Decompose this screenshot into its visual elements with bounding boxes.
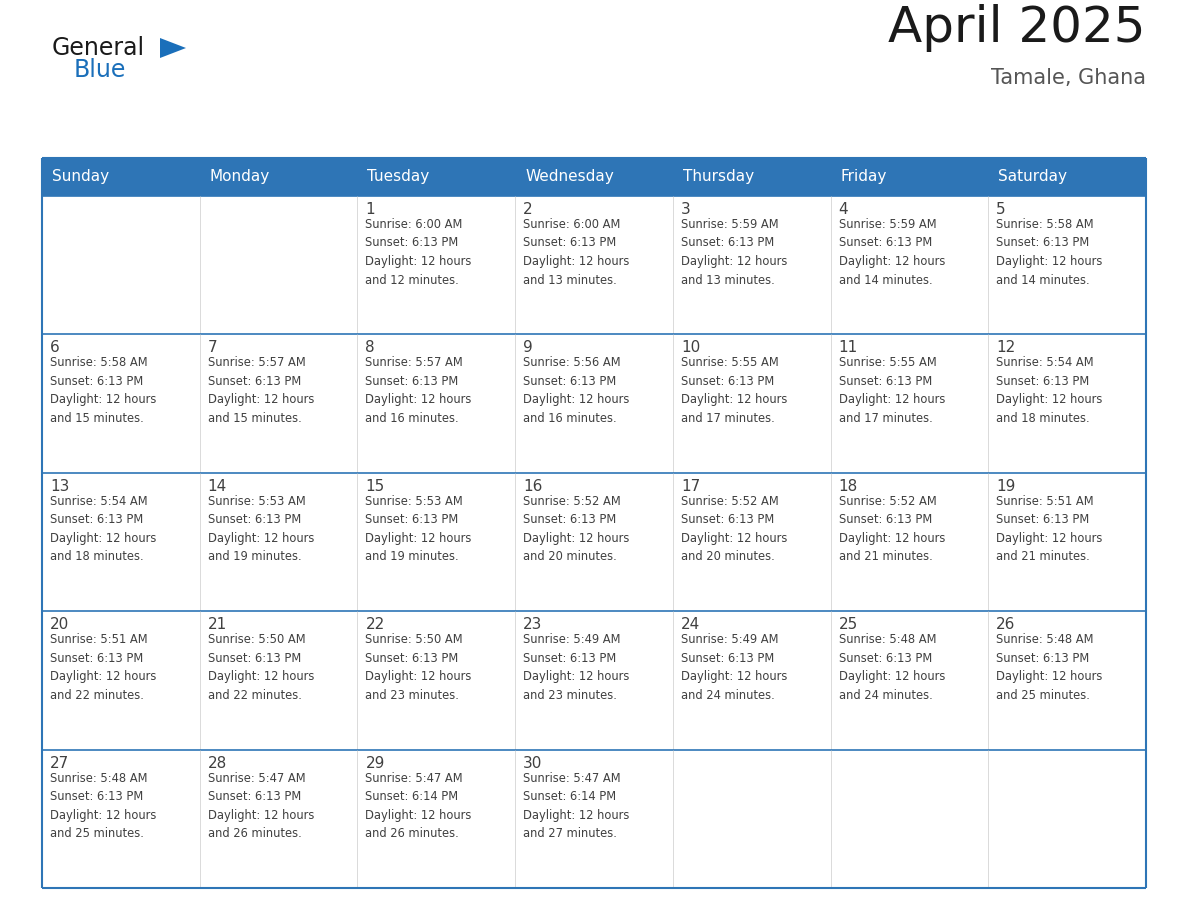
- Text: Tamale, Ghana: Tamale, Ghana: [991, 68, 1146, 88]
- Text: April 2025: April 2025: [889, 4, 1146, 52]
- Text: 25: 25: [839, 617, 858, 633]
- Text: 19: 19: [997, 479, 1016, 494]
- Text: Sunrise: 5:58 AM
Sunset: 6:13 PM
Daylight: 12 hours
and 15 minutes.: Sunrise: 5:58 AM Sunset: 6:13 PM Dayligh…: [50, 356, 157, 425]
- Text: 21: 21: [208, 617, 227, 633]
- Bar: [42, 473, 1146, 611]
- Text: 22: 22: [366, 617, 385, 633]
- Text: Sunrise: 5:48 AM
Sunset: 6:13 PM
Daylight: 12 hours
and 25 minutes.: Sunrise: 5:48 AM Sunset: 6:13 PM Dayligh…: [50, 772, 157, 840]
- Text: 23: 23: [523, 617, 543, 633]
- Text: 27: 27: [50, 756, 69, 770]
- Text: 14: 14: [208, 479, 227, 494]
- Text: 4: 4: [839, 202, 848, 217]
- Text: Sunrise: 5:53 AM
Sunset: 6:13 PM
Daylight: 12 hours
and 19 minutes.: Sunrise: 5:53 AM Sunset: 6:13 PM Dayligh…: [208, 495, 314, 564]
- Text: Sunrise: 6:00 AM
Sunset: 6:13 PM
Daylight: 12 hours
and 13 minutes.: Sunrise: 6:00 AM Sunset: 6:13 PM Dayligh…: [523, 218, 630, 286]
- Text: Sunrise: 5:50 AM
Sunset: 6:13 PM
Daylight: 12 hours
and 22 minutes.: Sunrise: 5:50 AM Sunset: 6:13 PM Dayligh…: [208, 633, 314, 701]
- Text: Sunrise: 5:48 AM
Sunset: 6:13 PM
Daylight: 12 hours
and 24 minutes.: Sunrise: 5:48 AM Sunset: 6:13 PM Dayligh…: [839, 633, 944, 701]
- Text: Sunrise: 5:49 AM
Sunset: 6:13 PM
Daylight: 12 hours
and 24 minutes.: Sunrise: 5:49 AM Sunset: 6:13 PM Dayligh…: [681, 633, 788, 701]
- Bar: [42, 334, 1146, 473]
- Text: 1: 1: [366, 202, 375, 217]
- Text: 7: 7: [208, 341, 217, 355]
- Text: 11: 11: [839, 341, 858, 355]
- Text: Sunrise: 5:57 AM
Sunset: 6:13 PM
Daylight: 12 hours
and 15 minutes.: Sunrise: 5:57 AM Sunset: 6:13 PM Dayligh…: [208, 356, 314, 425]
- Text: 8: 8: [366, 341, 375, 355]
- Polygon shape: [160, 38, 187, 58]
- Text: Saturday: Saturday: [998, 170, 1067, 185]
- Text: 6: 6: [50, 341, 59, 355]
- Text: Friday: Friday: [841, 170, 887, 185]
- Text: 20: 20: [50, 617, 69, 633]
- Text: 10: 10: [681, 341, 700, 355]
- Text: Sunrise: 5:59 AM
Sunset: 6:13 PM
Daylight: 12 hours
and 14 minutes.: Sunrise: 5:59 AM Sunset: 6:13 PM Dayligh…: [839, 218, 944, 286]
- Text: 3: 3: [681, 202, 690, 217]
- Text: 16: 16: [523, 479, 543, 494]
- Text: Sunrise: 5:55 AM
Sunset: 6:13 PM
Daylight: 12 hours
and 17 minutes.: Sunrise: 5:55 AM Sunset: 6:13 PM Dayligh…: [839, 356, 944, 425]
- Text: 15: 15: [366, 479, 385, 494]
- Text: 24: 24: [681, 617, 700, 633]
- Text: Sunrise: 5:47 AM
Sunset: 6:14 PM
Daylight: 12 hours
and 27 minutes.: Sunrise: 5:47 AM Sunset: 6:14 PM Dayligh…: [523, 772, 630, 840]
- Text: 30: 30: [523, 756, 543, 770]
- Text: Blue: Blue: [74, 58, 126, 82]
- Text: General: General: [52, 36, 145, 60]
- Text: 13: 13: [50, 479, 69, 494]
- Text: 18: 18: [839, 479, 858, 494]
- Text: Sunrise: 6:00 AM
Sunset: 6:13 PM
Daylight: 12 hours
and 12 minutes.: Sunrise: 6:00 AM Sunset: 6:13 PM Dayligh…: [366, 218, 472, 286]
- Text: 9: 9: [523, 341, 533, 355]
- Text: Sunrise: 5:48 AM
Sunset: 6:13 PM
Daylight: 12 hours
and 25 minutes.: Sunrise: 5:48 AM Sunset: 6:13 PM Dayligh…: [997, 633, 1102, 701]
- Text: Sunrise: 5:51 AM
Sunset: 6:13 PM
Daylight: 12 hours
and 21 minutes.: Sunrise: 5:51 AM Sunset: 6:13 PM Dayligh…: [997, 495, 1102, 564]
- Text: Sunday: Sunday: [52, 170, 109, 185]
- Text: Sunrise: 5:52 AM
Sunset: 6:13 PM
Daylight: 12 hours
and 20 minutes.: Sunrise: 5:52 AM Sunset: 6:13 PM Dayligh…: [523, 495, 630, 564]
- Text: Sunrise: 5:49 AM
Sunset: 6:13 PM
Daylight: 12 hours
and 23 minutes.: Sunrise: 5:49 AM Sunset: 6:13 PM Dayligh…: [523, 633, 630, 701]
- Bar: [42, 158, 1146, 196]
- Text: Monday: Monday: [210, 170, 270, 185]
- Text: Sunrise: 5:53 AM
Sunset: 6:13 PM
Daylight: 12 hours
and 19 minutes.: Sunrise: 5:53 AM Sunset: 6:13 PM Dayligh…: [366, 495, 472, 564]
- Text: Wednesday: Wednesday: [525, 170, 614, 185]
- Text: Sunrise: 5:54 AM
Sunset: 6:13 PM
Daylight: 12 hours
and 18 minutes.: Sunrise: 5:54 AM Sunset: 6:13 PM Dayligh…: [997, 356, 1102, 425]
- Text: 28: 28: [208, 756, 227, 770]
- Text: 2: 2: [523, 202, 532, 217]
- Text: Sunrise: 5:47 AM
Sunset: 6:14 PM
Daylight: 12 hours
and 26 minutes.: Sunrise: 5:47 AM Sunset: 6:14 PM Dayligh…: [366, 772, 472, 840]
- Bar: [42, 611, 1146, 750]
- Text: Sunrise: 5:55 AM
Sunset: 6:13 PM
Daylight: 12 hours
and 17 minutes.: Sunrise: 5:55 AM Sunset: 6:13 PM Dayligh…: [681, 356, 788, 425]
- Text: 29: 29: [366, 756, 385, 770]
- Text: 5: 5: [997, 202, 1006, 217]
- Bar: [42, 196, 1146, 334]
- Text: Thursday: Thursday: [683, 170, 754, 185]
- Text: Sunrise: 5:51 AM
Sunset: 6:13 PM
Daylight: 12 hours
and 22 minutes.: Sunrise: 5:51 AM Sunset: 6:13 PM Dayligh…: [50, 633, 157, 701]
- Text: Sunrise: 5:47 AM
Sunset: 6:13 PM
Daylight: 12 hours
and 26 minutes.: Sunrise: 5:47 AM Sunset: 6:13 PM Dayligh…: [208, 772, 314, 840]
- Text: Sunrise: 5:52 AM
Sunset: 6:13 PM
Daylight: 12 hours
and 20 minutes.: Sunrise: 5:52 AM Sunset: 6:13 PM Dayligh…: [681, 495, 788, 564]
- Text: Sunrise: 5:54 AM
Sunset: 6:13 PM
Daylight: 12 hours
and 18 minutes.: Sunrise: 5:54 AM Sunset: 6:13 PM Dayligh…: [50, 495, 157, 564]
- Text: 12: 12: [997, 341, 1016, 355]
- Text: Sunrise: 5:50 AM
Sunset: 6:13 PM
Daylight: 12 hours
and 23 minutes.: Sunrise: 5:50 AM Sunset: 6:13 PM Dayligh…: [366, 633, 472, 701]
- Text: Sunrise: 5:52 AM
Sunset: 6:13 PM
Daylight: 12 hours
and 21 minutes.: Sunrise: 5:52 AM Sunset: 6:13 PM Dayligh…: [839, 495, 944, 564]
- Text: Tuesday: Tuesday: [367, 170, 430, 185]
- Text: Sunrise: 5:59 AM
Sunset: 6:13 PM
Daylight: 12 hours
and 13 minutes.: Sunrise: 5:59 AM Sunset: 6:13 PM Dayligh…: [681, 218, 788, 286]
- Text: Sunrise: 5:58 AM
Sunset: 6:13 PM
Daylight: 12 hours
and 14 minutes.: Sunrise: 5:58 AM Sunset: 6:13 PM Dayligh…: [997, 218, 1102, 286]
- Bar: [42, 750, 1146, 888]
- Text: 17: 17: [681, 479, 700, 494]
- Text: Sunrise: 5:56 AM
Sunset: 6:13 PM
Daylight: 12 hours
and 16 minutes.: Sunrise: 5:56 AM Sunset: 6:13 PM Dayligh…: [523, 356, 630, 425]
- Text: Sunrise: 5:57 AM
Sunset: 6:13 PM
Daylight: 12 hours
and 16 minutes.: Sunrise: 5:57 AM Sunset: 6:13 PM Dayligh…: [366, 356, 472, 425]
- Text: 26: 26: [997, 617, 1016, 633]
